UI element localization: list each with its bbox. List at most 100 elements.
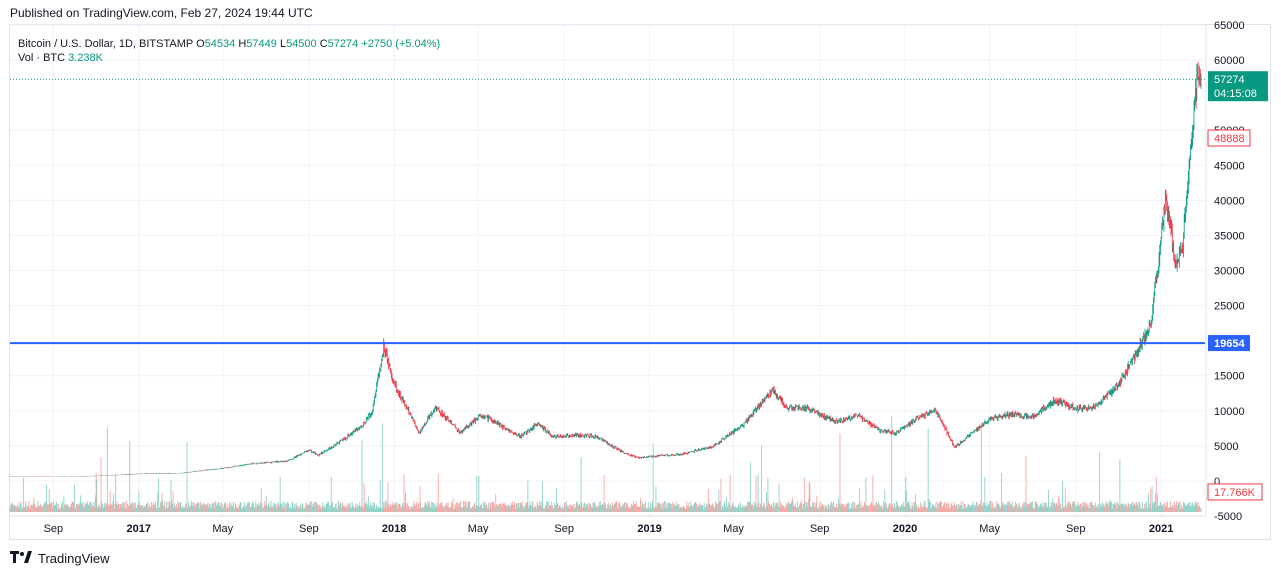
volume-bar	[680, 506, 682, 512]
volume-bar	[171, 500, 173, 512]
volume-label[interactable]: Vol · BTC	[18, 52, 66, 64]
volume-bar	[1006, 504, 1007, 512]
volume-bar	[609, 508, 611, 512]
volume-bar	[996, 501, 998, 512]
legend-open-key: O	[196, 38, 205, 50]
volume-bar	[321, 506, 323, 512]
volume-bar	[1174, 505, 1176, 512]
volume-bar	[275, 503, 277, 512]
volume-bar	[202, 505, 203, 512]
volume-bar	[366, 504, 368, 512]
volume-bar	[1108, 503, 1110, 512]
volume-bar	[724, 501, 725, 512]
volume-bar	[165, 508, 167, 512]
volume-bar	[343, 506, 345, 512]
volume-bar	[833, 501, 835, 512]
legend-symbol[interactable]: Bitcoin / U.S. Dollar, 1D, BITSTAMP	[18, 38, 194, 50]
volume-bar	[775, 505, 777, 512]
volume-bar	[408, 505, 410, 512]
volume-bar	[1100, 503, 1102, 512]
volume-bar	[705, 506, 707, 512]
volume-bar	[14, 504, 16, 512]
volume-bar	[1066, 507, 1068, 512]
volume-bar	[269, 506, 271, 512]
volume-bar	[323, 506, 324, 512]
volume-bar	[218, 502, 220, 512]
volume-bar	[1094, 508, 1096, 512]
volume-bar	[986, 502, 988, 512]
volume-bar	[514, 502, 516, 512]
volume-bar	[613, 504, 615, 512]
volume-bar	[717, 504, 718, 512]
volume-bar	[1059, 498, 1061, 512]
volume-bar	[1053, 502, 1055, 512]
volume-bar	[987, 507, 989, 512]
volume-bar	[967, 503, 969, 512]
tradingview-brand[interactable]: TradingView	[10, 551, 110, 566]
volume-bar	[581, 502, 583, 512]
volume-bar	[940, 501, 942, 512]
volume-bar	[603, 503, 604, 512]
volume-bar	[1181, 506, 1183, 512]
volume-bar	[69, 508, 70, 512]
volume-bar	[339, 505, 341, 512]
volume-bar	[688, 502, 690, 512]
volume-bar	[87, 501, 89, 512]
volume-bar	[947, 507, 949, 512]
volume-bar	[182, 508, 184, 512]
volume-bar	[104, 506, 106, 512]
volume-bar	[299, 507, 301, 512]
volume-bar	[890, 506, 892, 512]
volume-bar	[372, 505, 373, 512]
volume-bar	[393, 505, 395, 512]
volume-bar	[1119, 459, 1121, 512]
volume-bar	[156, 508, 158, 512]
volume-bar	[1157, 506, 1159, 512]
volume-bar	[435, 506, 437, 512]
volume-bar	[556, 503, 558, 512]
volume-bar	[665, 501, 667, 512]
volume-bar	[1065, 503, 1067, 512]
volume-bar	[849, 508, 851, 512]
legend-high-key: H	[238, 38, 247, 50]
volume-bar	[211, 502, 213, 512]
volume-bar	[902, 505, 904, 512]
volume-bar	[1010, 503, 1012, 512]
volume-bar	[364, 502, 366, 512]
volume-bar	[337, 508, 338, 512]
volume-bar	[1044, 502, 1046, 512]
volume-bar	[421, 508, 422, 512]
volume-bar	[288, 506, 290, 512]
volume-bar	[66, 504, 68, 512]
volume-bar	[563, 503, 565, 512]
volume-bar	[838, 498, 840, 512]
volume-bar	[174, 505, 176, 512]
volume-bar	[250, 506, 252, 512]
volume-bar	[774, 502, 776, 512]
volume-bar	[596, 506, 597, 512]
volume-bar	[17, 504, 19, 512]
volume-bar	[307, 504, 309, 512]
volume-bar	[834, 506, 836, 512]
volume-bar	[582, 506, 584, 512]
y-tick-label: 35000	[1214, 230, 1245, 242]
volume-bar	[340, 503, 342, 512]
volume-bar	[73, 502, 75, 512]
volume-bar	[470, 508, 471, 512]
volume-bar	[490, 503, 492, 512]
volume-bar	[624, 502, 626, 512]
legend-close: 57274	[327, 38, 359, 50]
volume-bar	[601, 505, 603, 512]
volume-bar	[279, 476, 281, 512]
volume-bar	[563, 507, 565, 512]
volume-bar	[1042, 506, 1044, 512]
volume-bar	[530, 504, 532, 512]
volume-bar	[585, 503, 587, 512]
volume-bar	[239, 505, 241, 512]
volume-bar	[268, 502, 270, 512]
volume-bar	[230, 507, 231, 512]
volume-bar	[742, 506, 744, 512]
volume-bar	[260, 502, 262, 512]
legend-open: 54534	[204, 38, 236, 50]
